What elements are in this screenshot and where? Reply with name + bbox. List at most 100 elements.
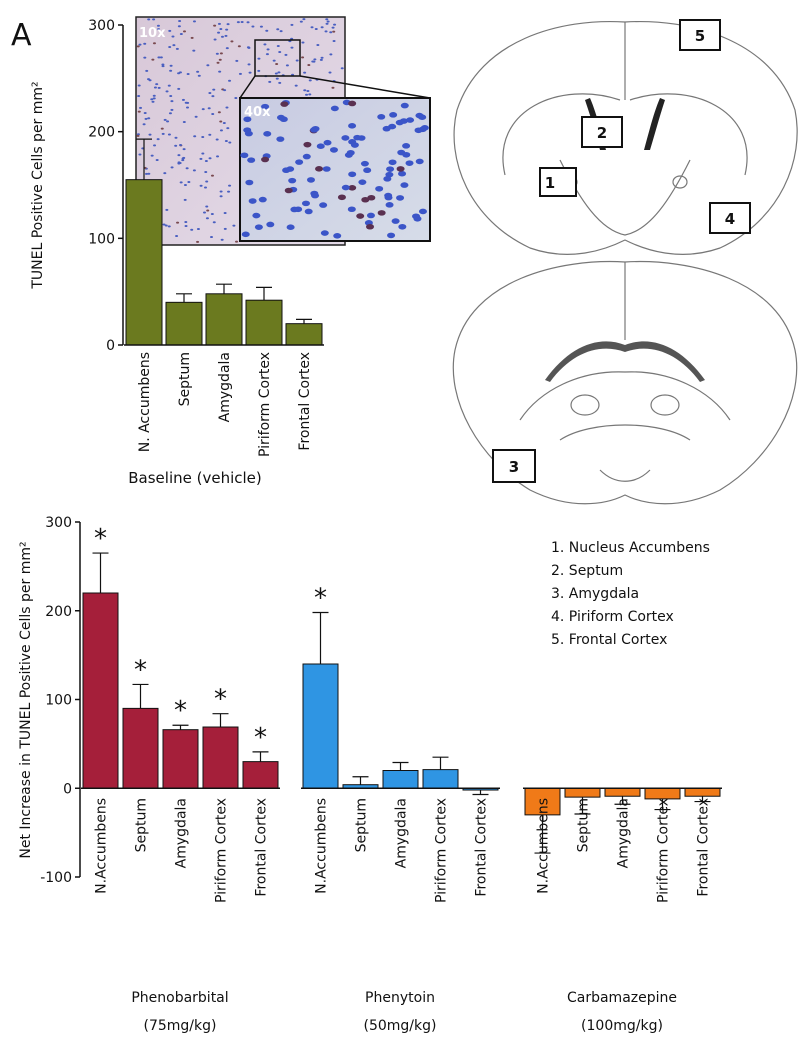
bar — [245, 299, 283, 346]
error-bar — [136, 138, 152, 180]
x-tick-label: Septum — [576, 798, 592, 852]
cell — [196, 70, 200, 73]
cell — [196, 240, 200, 243]
cell — [400, 102, 409, 109]
cell — [277, 114, 286, 121]
cell — [301, 41, 305, 44]
cell — [320, 230, 329, 236]
error-bar — [614, 796, 631, 805]
cell — [170, 100, 174, 103]
cell — [171, 35, 175, 38]
cell — [263, 131, 272, 137]
cell — [213, 38, 217, 41]
cell — [275, 77, 279, 80]
cell — [241, 231, 250, 238]
group-label: Carbamazepine — [567, 990, 677, 1006]
cell — [266, 48, 270, 51]
cell — [217, 31, 221, 34]
cell — [331, 86, 335, 89]
bar — [285, 323, 323, 346]
cell — [358, 179, 367, 185]
cell — [319, 58, 323, 61]
error-bar — [212, 713, 229, 728]
x-tick-label: Amygdala — [217, 352, 233, 422]
significance-marker: * — [214, 685, 227, 715]
cell — [179, 181, 183, 184]
cell — [246, 46, 250, 49]
cell — [150, 154, 154, 157]
cell — [285, 64, 289, 67]
cell — [177, 25, 181, 28]
cell — [324, 30, 328, 33]
y-tick-label: 0 — [63, 781, 72, 797]
region-boxes: 1 2 3 4 5 — [492, 19, 751, 483]
cell — [174, 144, 178, 147]
cell — [308, 93, 312, 96]
cell — [319, 202, 328, 208]
region-number: 4 — [725, 210, 735, 228]
error-bar — [172, 724, 189, 730]
legend-entry: 5. Frontal Cortex — [551, 632, 667, 648]
magnification-label: 10x — [139, 26, 166, 41]
cell — [219, 52, 223, 55]
cell — [240, 20, 244, 23]
cell — [299, 20, 303, 23]
error-bar — [92, 552, 109, 593]
cell — [306, 89, 310, 92]
cell — [211, 112, 215, 115]
cell — [204, 171, 208, 174]
cell — [212, 88, 216, 91]
region-box — [581, 116, 623, 148]
cell — [163, 118, 167, 121]
cell — [155, 83, 159, 86]
cell — [210, 213, 214, 216]
cell — [303, 141, 312, 148]
cell — [261, 103, 270, 110]
cell — [265, 53, 269, 56]
cell — [205, 180, 209, 183]
cell — [168, 29, 172, 32]
cell — [167, 133, 171, 136]
x-tick-label: Amygdala — [616, 798, 632, 868]
cell — [211, 95, 215, 98]
cell — [230, 40, 234, 43]
cell — [344, 152, 353, 158]
cell — [152, 94, 156, 97]
cell — [161, 63, 165, 66]
cell — [235, 240, 239, 243]
bar — [684, 787, 721, 797]
cell — [178, 161, 182, 164]
cell — [166, 120, 170, 123]
cell — [147, 18, 151, 21]
cell — [243, 116, 252, 123]
cell — [328, 71, 332, 74]
cell — [205, 217, 209, 220]
cell — [145, 69, 149, 72]
error-bar — [694, 796, 711, 803]
cell — [143, 42, 147, 45]
cell — [228, 79, 232, 82]
cell — [302, 153, 311, 160]
cell — [143, 56, 147, 59]
cell — [144, 117, 148, 120]
cell — [272, 59, 276, 62]
cell — [220, 35, 224, 38]
cell — [306, 177, 315, 183]
cell — [138, 43, 142, 46]
cell — [251, 25, 255, 28]
cell — [176, 221, 180, 224]
cell — [348, 171, 357, 178]
significance-marker: * — [254, 723, 267, 753]
cell — [161, 132, 165, 135]
x-tick-label: N.Accumbens — [314, 798, 330, 894]
cell — [303, 71, 307, 74]
cell — [323, 139, 332, 146]
cell — [332, 40, 336, 43]
cell — [386, 166, 395, 172]
cell — [217, 22, 221, 25]
error-bar — [296, 318, 312, 324]
cell — [245, 179, 254, 186]
cell — [223, 212, 227, 215]
cell — [136, 134, 140, 137]
cell — [177, 154, 181, 157]
